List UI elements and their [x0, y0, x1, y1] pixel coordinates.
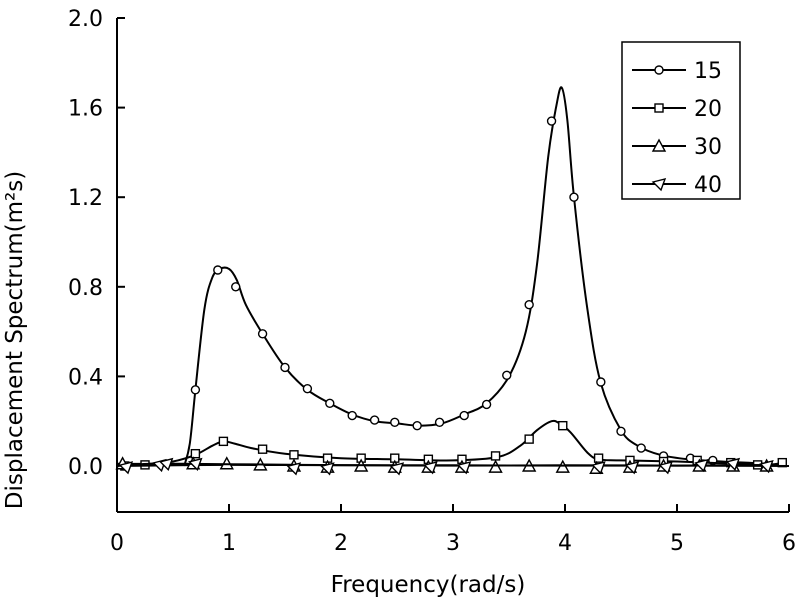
data-point-20: [218, 436, 229, 447]
data-point-40: [591, 461, 606, 475]
series-15: [183, 86, 784, 467]
data-point-15: [481, 399, 492, 410]
data-point-40: [759, 460, 774, 474]
data-point-40: [423, 461, 438, 475]
legend-marker: [651, 178, 667, 192]
data-point-15: [280, 362, 290, 373]
data-point-40: [118, 461, 134, 475]
data-point-40: [456, 461, 472, 475]
y-tick-label: 0.8: [68, 276, 103, 301]
legend-item-30: 30: [632, 135, 722, 160]
series-layer: [115, 86, 790, 476]
y-tick-label: 1.2: [68, 186, 103, 211]
data-point-40: [624, 461, 640, 475]
legend-label: 20: [694, 97, 722, 122]
data-point-15: [190, 385, 201, 395]
data-point-15: [369, 415, 380, 425]
x-tick-label: 0: [110, 531, 124, 556]
legend-marker: [651, 138, 667, 152]
data-point-20: [289, 450, 299, 460]
y-tick-label: 0.0: [68, 455, 103, 480]
data-point-40: [694, 458, 709, 473]
data-point-15: [546, 116, 557, 126]
data-point-15: [347, 410, 357, 421]
y-tick-label: 1.6: [68, 97, 103, 122]
data-point-15: [257, 329, 268, 339]
x-tick-label: 4: [558, 531, 572, 556]
x-tick-label: 6: [782, 531, 795, 556]
legend-box: [621, 41, 741, 200]
data-point-15: [459, 410, 469, 421]
data-point-40: [725, 457, 741, 472]
x-tick-label: 1: [222, 531, 236, 556]
data-point-20: [593, 453, 604, 463]
legend-label: 30: [694, 135, 722, 160]
x-tick-label: 3: [446, 531, 460, 556]
legend: 15 20 30 40: [621, 41, 741, 200]
data-point-40: [286, 462, 302, 476]
data-point-40: [320, 462, 335, 476]
x-tick-label: 2: [334, 531, 348, 556]
data-point-15: [616, 426, 626, 436]
series-20: [116, 419, 787, 471]
data-point-20: [490, 451, 501, 461]
legend-label: 15: [694, 59, 722, 84]
y-axis-title: Displacement Spectrum(m²s): [2, 171, 28, 509]
ticks: 0 1 2 3 4 5 6 0.0 0.4 0.8 1.2 1.6 2.0: [68, 7, 795, 556]
data-point-15: [502, 370, 512, 380]
data-point-15: [569, 192, 579, 202]
data-point-30: [488, 459, 503, 473]
legend-label: 40: [694, 173, 722, 198]
data-point-20: [524, 434, 534, 444]
data-point-20: [257, 444, 268, 454]
y-tick-label: 0.4: [68, 365, 103, 390]
x-tick-label: 5: [670, 531, 684, 556]
data-point-15: [434, 417, 445, 428]
data-point-30: [555, 459, 570, 473]
legend-item-40: 40: [632, 173, 722, 198]
data-point-40: [188, 457, 203, 472]
legend-marker: [654, 65, 664, 75]
data-point-15: [636, 443, 646, 453]
series-40: [116, 457, 778, 476]
data-point-40: [658, 461, 673, 475]
data-point-15: [302, 384, 313, 394]
y-tick-label: 2.0: [68, 7, 103, 32]
series-line-15: [183, 86, 784, 467]
legend-marker: [654, 103, 664, 113]
data-point-15: [231, 282, 241, 292]
legend-item-15: 15: [632, 59, 722, 84]
legend-item-20: 20: [632, 97, 722, 122]
data-point-20: [190, 448, 201, 459]
data-point-15: [213, 265, 223, 275]
x-axis-title: Frequency(rad/s): [331, 572, 526, 598]
data-point-40: [389, 462, 405, 476]
data-point-15: [524, 300, 534, 310]
data-point-15: [596, 377, 606, 387]
data-point-15: [412, 420, 422, 431]
data-point-40: [158, 457, 174, 472]
data-point-15: [325, 398, 335, 408]
data-point-20: [558, 420, 568, 431]
data-point-15: [390, 417, 400, 428]
